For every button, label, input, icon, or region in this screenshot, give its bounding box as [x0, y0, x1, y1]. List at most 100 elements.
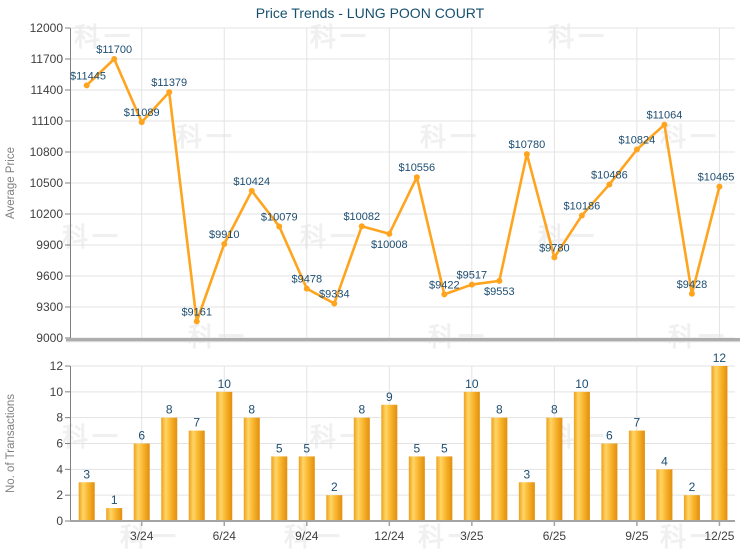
price-axis-title: Average Price [5, 147, 17, 219]
price-ytick-label: 9000 [36, 331, 63, 345]
txn-ytick-label: 2 [56, 488, 63, 502]
transaction-bar-label: 5 [303, 441, 310, 455]
transaction-bar [601, 443, 618, 520]
price-point-label: $10008 [371, 239, 408, 251]
transaction-bar-label: 4 [661, 454, 668, 468]
price-point [468, 281, 475, 288]
transaction-bar [518, 482, 535, 520]
txn-axis-title: No. of Transactions [5, 394, 17, 493]
price-point-label: $9334 [319, 288, 350, 300]
price-point-label: $9517 [457, 270, 488, 282]
price-ytick-label: 11700 [31, 52, 64, 66]
price-point-label: $10465 [698, 172, 735, 184]
price-point [331, 300, 338, 307]
transaction-bar-label: 3 [524, 467, 531, 481]
txn-xtick-label: 3/24 [130, 529, 154, 543]
txn-x-axis [70, 520, 735, 522]
price-point [496, 277, 503, 284]
price-point [578, 212, 585, 219]
transaction-bar-label: 8 [248, 403, 255, 417]
price-point-label: $10556 [398, 162, 435, 174]
transaction-bar-label: 9 [386, 390, 393, 404]
transaction-bar-label: 8 [166, 403, 173, 417]
transaction-bar [436, 456, 453, 520]
price-point-label: $10424 [233, 176, 270, 188]
transaction-bar [133, 443, 150, 520]
txn-xtick-label: 9/24 [295, 529, 319, 543]
transaction-bar-label: 7 [193, 416, 200, 430]
price-point-label: $10082 [343, 211, 380, 223]
price-point [221, 240, 228, 247]
price-point-label: $11445 [70, 70, 106, 82]
transaction-bar [683, 495, 700, 520]
price-point-label: $9553 [484, 286, 515, 298]
txn-xtick-label: 12/25 [704, 529, 734, 543]
txn-ytick-label: 8 [56, 411, 63, 425]
price-ytick-label: 9900 [36, 238, 63, 252]
price-point [358, 223, 365, 230]
price-baseline-band [66, 338, 740, 341]
txn-ytick-label: 10 [50, 385, 64, 399]
txn-xtick-label: 3/25 [460, 529, 484, 543]
price-point [661, 121, 668, 128]
price-point-label: $9780 [539, 242, 570, 254]
price-ytick-label: 12000 [30, 21, 64, 35]
price-point [606, 181, 613, 188]
transaction-bar [106, 508, 123, 520]
price-point-label: $9428 [677, 279, 708, 291]
txn-ytick-label: 0 [56, 514, 63, 528]
price-point [413, 174, 420, 181]
txn-xtick-label: 12/24 [374, 529, 404, 543]
transaction-bar-label: 2 [689, 480, 696, 494]
price-point-label: $9161 [181, 306, 212, 318]
transaction-bar [463, 391, 480, 520]
price-point-label: $11064 [646, 110, 682, 122]
transaction-bar-label: 7 [634, 416, 641, 430]
transaction-bar-label: 2 [331, 480, 338, 494]
txn-xtick-label: 6/24 [213, 529, 237, 543]
price-point-label: $10186 [564, 200, 601, 212]
price-baseline-shadow [66, 341, 740, 343]
txn-ytick-label: 4 [56, 462, 63, 476]
price-line [85, 57, 721, 323]
price-point [551, 254, 558, 261]
transaction-bar-label: 6 [138, 429, 145, 443]
price-ytick-label: 11400 [31, 83, 64, 97]
transaction-bar [628, 430, 645, 520]
price-ytick-label: 9300 [36, 300, 63, 314]
price-ytick-label: 11100 [31, 114, 63, 128]
transaction-bar-label: 8 [496, 403, 503, 417]
price-point [441, 291, 448, 298]
chart-title: Price Trends - LUNG POON COURT [255, 5, 485, 21]
price-point [303, 285, 310, 292]
transaction-bar [408, 456, 425, 520]
price-point [166, 89, 173, 96]
transaction-bar [78, 482, 95, 520]
txn-xtick-label: 6/25 [543, 529, 567, 543]
transaction-bar [161, 417, 178, 520]
price-point-label: $10824 [619, 135, 656, 147]
transaction-bar-label: 10 [465, 377, 479, 391]
transaction-bar-label: 5 [413, 441, 420, 455]
transaction-bar [573, 391, 590, 520]
price-point [111, 56, 118, 62]
price-point-label: $9910 [209, 229, 240, 241]
transaction-bar [546, 417, 563, 520]
price-point [193, 318, 200, 325]
price-point [523, 151, 530, 158]
price-point-label: $11089 [124, 107, 160, 119]
transaction-bar [188, 430, 205, 520]
transaction-bar [656, 469, 673, 520]
price-point-label: $10780 [509, 139, 546, 151]
transaction-bar [216, 391, 233, 520]
transaction-bar-label: 8 [551, 403, 558, 417]
price-point [688, 290, 695, 297]
transaction-bar-label: 10 [575, 377, 589, 391]
transaction-bar [243, 417, 260, 520]
transaction-bar [491, 417, 508, 520]
transaction-bar [353, 417, 370, 520]
transaction-bar [298, 456, 315, 520]
price-point [138, 119, 145, 126]
